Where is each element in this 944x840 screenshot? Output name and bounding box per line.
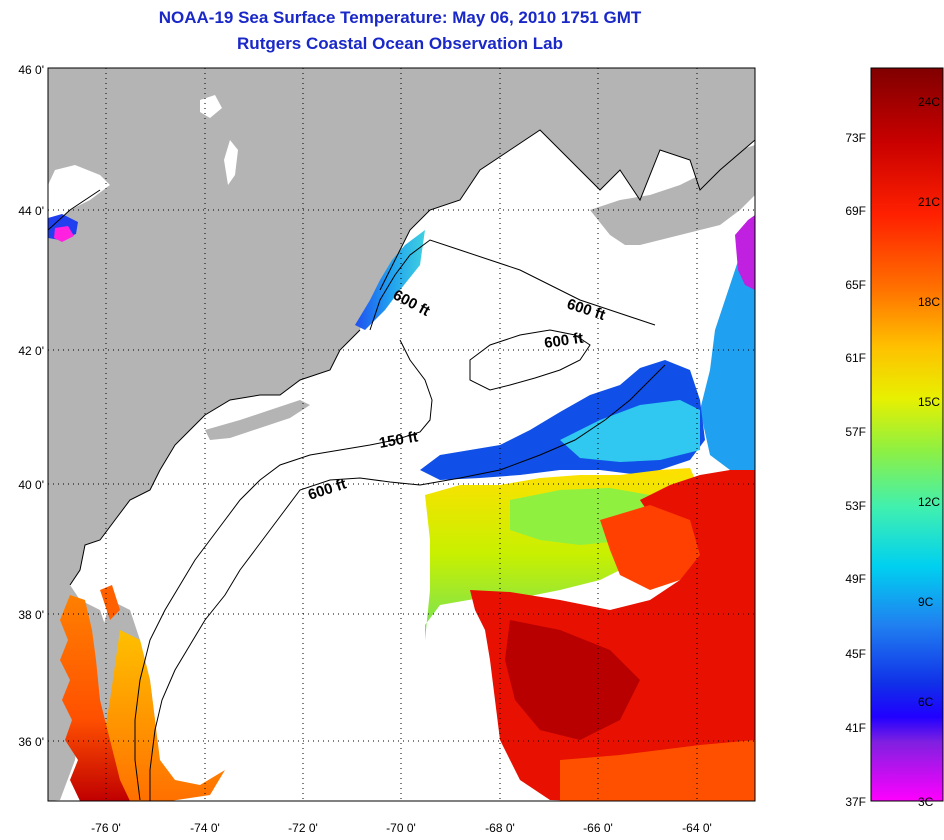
scale-label-f: 57F bbox=[845, 425, 866, 439]
sst-warm-southeast bbox=[560, 740, 755, 801]
lon-tick-label: -64 0' bbox=[682, 821, 712, 835]
scale-label-f: 73F bbox=[845, 131, 866, 145]
sst-gulf-stream-core bbox=[505, 620, 640, 740]
lat-tick-label: 42 0' bbox=[18, 344, 44, 358]
lake bbox=[224, 140, 238, 185]
map-frame bbox=[47, 67, 756, 802]
scale-label-f: 53F bbox=[845, 499, 866, 513]
scale-label-c: 9C bbox=[918, 595, 934, 609]
depth-contour-600ft-shelf bbox=[149, 477, 421, 801]
depth-label: 150 ft bbox=[378, 428, 420, 452]
lon-tick-label: -70 0' bbox=[386, 821, 416, 835]
map-title: NOAA-19 Sea Surface Temperature: May 06,… bbox=[158, 8, 642, 27]
map-subtitle: Rutgers Coastal Ocean Observation Lab bbox=[237, 34, 563, 53]
land-nova-scotia bbox=[590, 145, 755, 245]
lon-tick-label: -72 0' bbox=[288, 821, 318, 835]
sst-delaware-bay bbox=[100, 585, 120, 620]
scale-label-c: 15C bbox=[918, 395, 940, 409]
scale-label-f: 49F bbox=[845, 572, 866, 586]
lon-tick-label: -68 0' bbox=[485, 821, 515, 835]
sst-warm-eddy bbox=[600, 505, 700, 590]
depth-contour-gulf-basin bbox=[469, 329, 591, 391]
lake bbox=[200, 95, 222, 118]
scale-label-f: 69F bbox=[845, 204, 866, 218]
scale-label-f: 61F bbox=[845, 351, 866, 365]
depth-label: 600 ft bbox=[543, 330, 584, 352]
lat-tick-label: 44 0' bbox=[18, 204, 44, 218]
lon-tick-label: -74 0' bbox=[190, 821, 220, 835]
depth-contour-150ft bbox=[134, 339, 433, 801]
temperature-colorbar bbox=[870, 67, 944, 802]
scale-label-c: 21C bbox=[918, 195, 940, 209]
sst-southern-shelf-warm bbox=[100, 630, 225, 801]
sst-scotian-magenta bbox=[735, 215, 755, 290]
lon-tick-label: -76 0' bbox=[91, 821, 121, 835]
scale-label-c: 6C bbox=[918, 695, 934, 709]
lat-tick-label: 38 0' bbox=[18, 608, 44, 622]
depth-contour-slope bbox=[419, 364, 666, 486]
scale-label-f: 45F bbox=[845, 647, 866, 661]
sst-scotian-cool bbox=[700, 225, 755, 470]
sst-gulf-of-maine-cool bbox=[355, 230, 425, 330]
depth-contour-600ft-north bbox=[369, 239, 656, 331]
coastline bbox=[48, 129, 755, 586]
lake bbox=[48, 165, 110, 230]
scale-label-f: 41F bbox=[845, 721, 866, 735]
sst-chesapeake bbox=[60, 595, 130, 801]
scale-label-c: 24C bbox=[918, 95, 940, 109]
scale-label-c: 3C bbox=[918, 795, 934, 809]
land-long-island bbox=[205, 400, 310, 440]
land-mainland bbox=[48, 68, 755, 801]
lake-sst-magenta bbox=[54, 226, 74, 242]
scale-label-f: 65F bbox=[845, 278, 866, 292]
scale-label-f: 37F bbox=[845, 795, 866, 809]
lon-tick-label: -66 0' bbox=[583, 821, 613, 835]
scale-label-c: 18C bbox=[918, 295, 940, 309]
scale-label-c: 12C bbox=[918, 495, 940, 509]
sst-shelf-front-cyan bbox=[560, 400, 700, 462]
lat-tick-label: 46 0' bbox=[18, 63, 44, 77]
lat-tick-label: 36 0' bbox=[18, 735, 44, 749]
lat-tick-label: 40 0' bbox=[18, 478, 44, 492]
